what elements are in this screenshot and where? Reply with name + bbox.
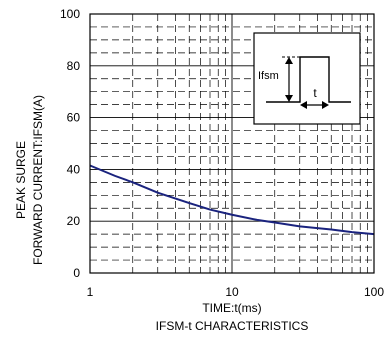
t-arrowhead-right [322, 101, 329, 109]
ifsm-arrowhead-up [285, 57, 293, 64]
y-tick-label: 60 [67, 111, 81, 125]
x-tick-label: 1 [87, 285, 94, 299]
ifsm-arrowhead-down [285, 95, 293, 102]
tick-labels: 0 20 40 60 80 100 1 10 100 [60, 7, 384, 299]
inset-label-ifsm: Ifsm [258, 70, 279, 82]
x-axis-label: TIME:t(ms) [202, 301, 261, 315]
y-tick-label: 20 [67, 214, 81, 228]
y-tick-label: 100 [60, 7, 80, 21]
y-tick-label: 40 [67, 162, 81, 176]
x-tick-label: 10 [225, 285, 239, 299]
plot-frame [89, 13, 375, 274]
x-tick-label: 100 [364, 285, 384, 299]
inset-label-t: t [313, 86, 317, 100]
y-axis-label-line2: FORWARD CURRENT:IFSM(A) [31, 95, 45, 265]
y-tick-label: 80 [67, 59, 81, 73]
pulse-waveform [266, 56, 351, 103]
inset-diagram: Ifsm t [253, 32, 361, 125]
y-axis-label-line1: PEAK SURGE [14, 141, 28, 219]
series-layer [89, 164, 375, 236]
chart-title: IFSM-t CHARACTERISTICS [156, 319, 309, 333]
y-tick-label: 0 [73, 266, 80, 280]
series-line [89, 164, 375, 236]
t-arrowhead-left [300, 101, 307, 109]
